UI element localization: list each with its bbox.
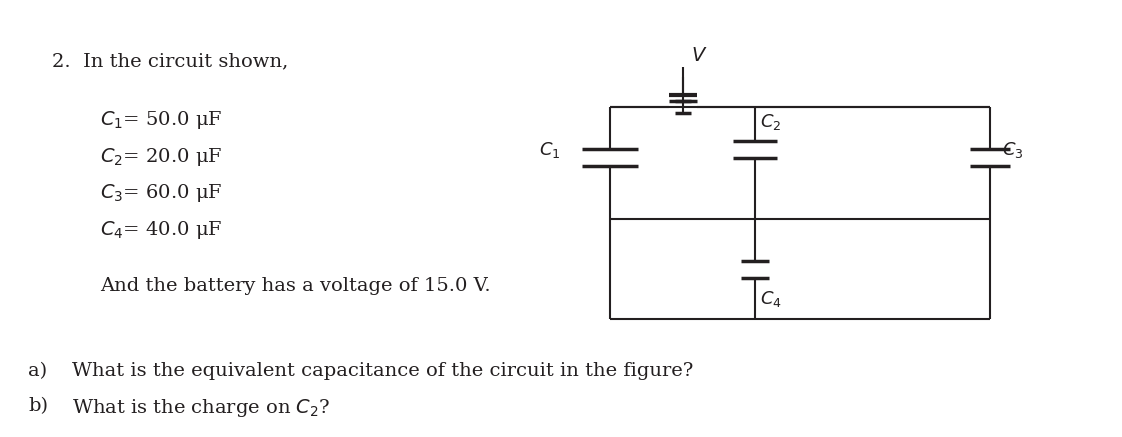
Text: $C_1$: $C_1$ [539,140,560,160]
Text: $C_3$= 60.0 μF: $C_3$= 60.0 μF [100,182,222,204]
Text: $C_1$= 50.0 μF: $C_1$= 50.0 μF [100,109,222,131]
Text: What is the charge on $C_2$?: What is the charge on $C_2$? [72,397,331,419]
Text: What is the equivalent capacitance of the circuit in the figure?: What is the equivalent capacitance of th… [72,362,693,380]
Text: $C_2$: $C_2$ [760,111,781,132]
Text: And the battery has a voltage of 15.0 V.: And the battery has a voltage of 15.0 V. [100,277,490,295]
Text: a): a) [28,362,47,380]
Text: $C_4$: $C_4$ [760,289,782,309]
Text: $C_2$= 20.0 μF: $C_2$= 20.0 μF [100,146,222,167]
Text: $V$: $V$ [691,47,708,65]
Text: $C_4$= 40.0 μF: $C_4$= 40.0 μF [100,218,222,240]
Text: $C_3$: $C_3$ [1002,140,1023,160]
Text: b): b) [28,397,48,415]
Text: 2.  In the circuit shown,: 2. In the circuit shown, [52,52,288,70]
